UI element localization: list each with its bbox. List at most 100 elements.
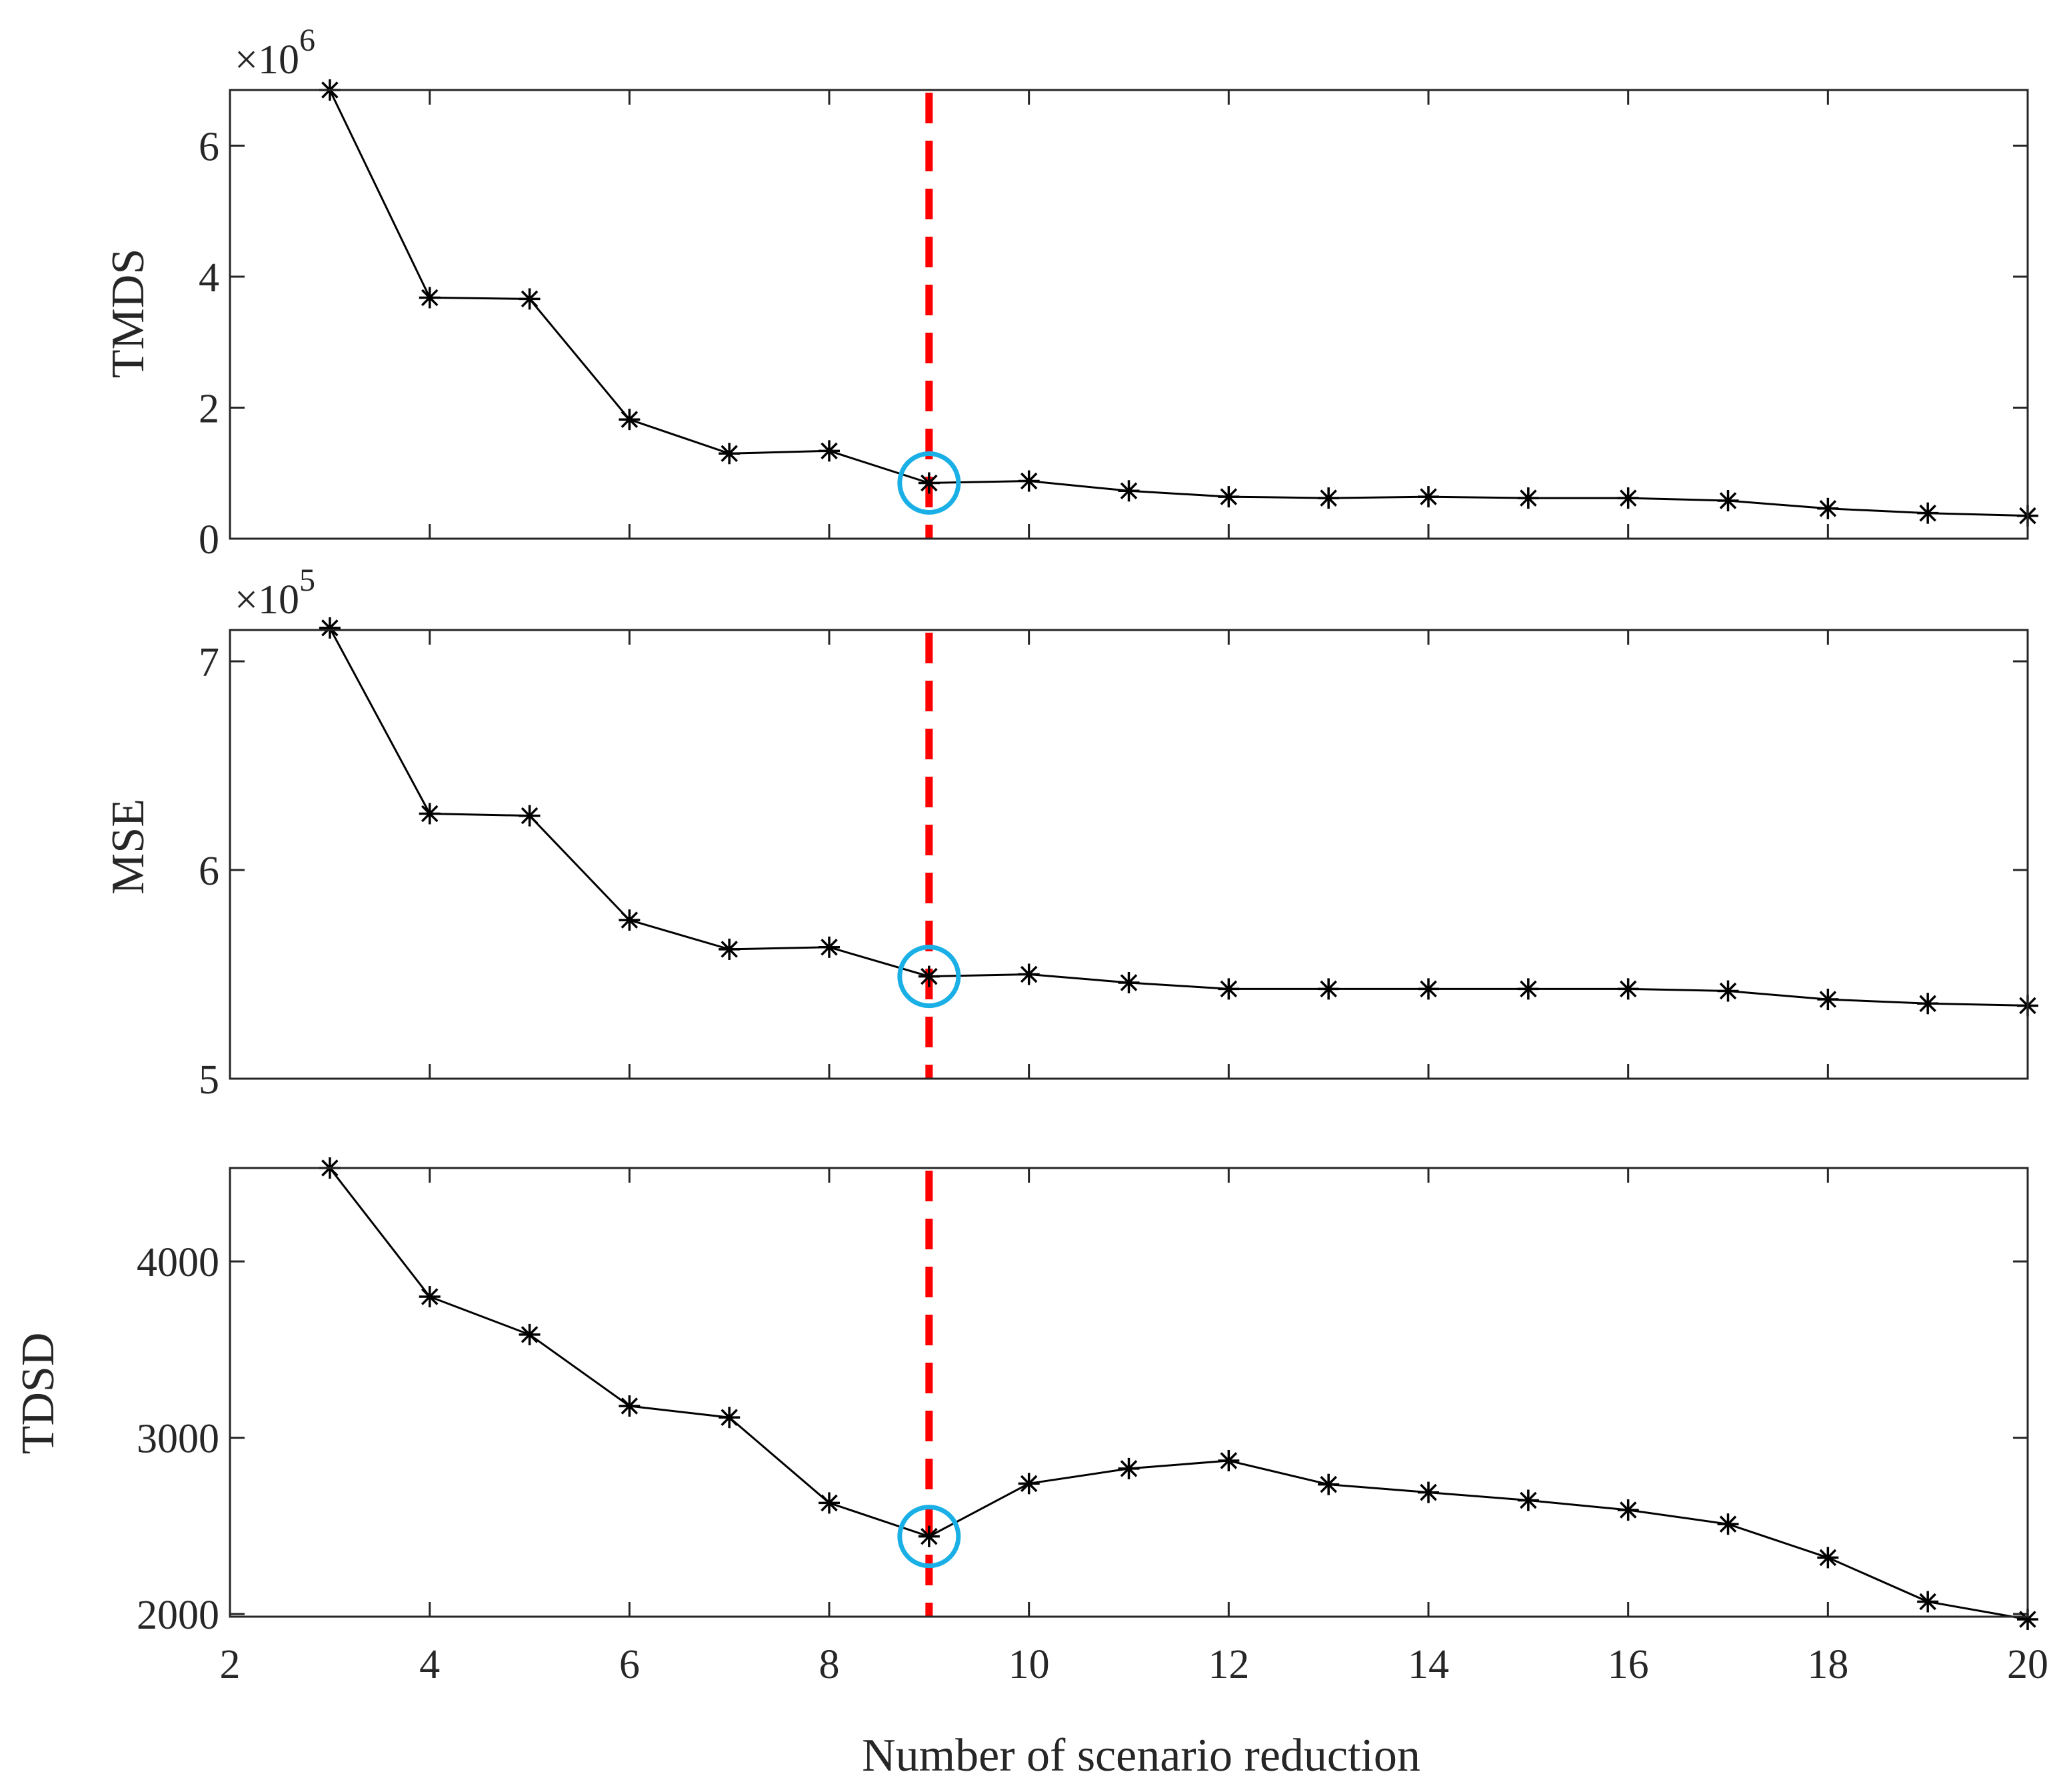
mse-data-point (1617, 978, 1639, 1000)
tdsd-data-point (719, 1407, 741, 1429)
tdsd-data-point (1418, 1481, 1439, 1503)
tmds-data-point (1018, 470, 1040, 492)
mse-exponent-power: 5 (299, 563, 315, 598)
mse-data-point (1517, 978, 1539, 1000)
tdsd-ytick-labels: 2000 3000 4000 (137, 1240, 219, 1638)
x-tick-label: 2 (220, 1642, 241, 1687)
tmds-exponent-base: ×10 (235, 37, 299, 83)
tmds-data-point (519, 288, 541, 310)
tmds-data-point (1418, 486, 1439, 508)
tdsd-series-layer (319, 1157, 2038, 1630)
x-tick-label: 10 (1009, 1642, 1050, 1687)
tdsd-xtick-labels: 2 4 6 8 10 12 14 16 18 20 (220, 1642, 2049, 1687)
tmds-data-point (719, 443, 741, 465)
tdsd-axes-frame (229, 1167, 2029, 1618)
mse-exponent-base: ×10 (235, 577, 299, 623)
mse-ytick-label: 7 (199, 640, 219, 685)
mse-ytick-label: 5 (199, 1057, 219, 1103)
tdsd-panel: TDSD 2000 3000 4000 2 4 6 8 10 12 14 16 … (13, 1157, 2048, 1781)
mse-highlight-circle (897, 945, 961, 1009)
mse-data-point (1418, 978, 1439, 1000)
mse-data-point (519, 805, 541, 827)
tdsd-data-point (2017, 1608, 2038, 1630)
tmds-data-point (1517, 487, 1539, 509)
mse-data-point (819, 936, 840, 958)
tmds-ytick-labels: 0 2 4 6 (199, 125, 219, 563)
x-tick-label: 8 (819, 1642, 840, 1687)
mse-data-point (1917, 993, 1939, 1015)
x-tick-label: 12 (1208, 1642, 1249, 1687)
tdsd-ytick-label: 4000 (137, 1240, 219, 1285)
mse-panel: MSE ×105 5 6 7 (103, 563, 2038, 1103)
tmds-series-line (329, 89, 2028, 517)
tmds-data-point (1617, 487, 1639, 509)
mse-data-point (918, 965, 940, 987)
tmds-ylabel: TMDS (103, 249, 154, 378)
mse-ylabel: MSE (103, 799, 154, 895)
tdsd-series-line (329, 1167, 2028, 1621)
tdsd-ytick-label: 3000 (137, 1417, 219, 1462)
mse-data-point (719, 938, 741, 960)
tdsd-data-point (1917, 1591, 1939, 1613)
x-tick-label: 14 (1408, 1642, 1449, 1687)
mse-data-point (319, 617, 341, 639)
tmds-data-point (1218, 486, 1240, 508)
x-tick-label: 6 (619, 1642, 640, 1687)
mse-data-point (1218, 978, 1240, 1000)
x-tick-label: 20 (2007, 1642, 2048, 1687)
tdsd-ticks (229, 1168, 2029, 1617)
tmds-data-point (1917, 502, 1939, 524)
x-tick-label: 4 (419, 1642, 440, 1687)
mse-data-point (1817, 989, 1839, 1011)
tdsd-data-point (1318, 1473, 1340, 1495)
mse-data-point (1018, 963, 1040, 985)
tmds-ytick-label: 0 (199, 517, 219, 563)
tmds-ytick-label: 4 (199, 255, 219, 301)
tdsd-data-point (1817, 1547, 1839, 1569)
tmds-data-point (1817, 497, 1839, 519)
tdsd-ylabel: TDSD (13, 1333, 64, 1455)
tdsd-data-point (1118, 1457, 1140, 1479)
x-axis-label: Number of scenario reduction (862, 1730, 1420, 1781)
tmds-data-point (819, 440, 840, 462)
tdsd-data-point (1517, 1489, 1539, 1511)
tdsd-data-point (918, 1525, 940, 1547)
tdsd-data-point (1218, 1449, 1240, 1471)
mse-exponent: ×105 (235, 563, 315, 623)
mse-data-point (1318, 978, 1340, 1000)
tdsd-data-point (519, 1323, 541, 1345)
tmds-panel: TMDS ×106 0 2 4 6 (103, 23, 2038, 563)
tdsd-ytick-label: 2000 (137, 1593, 219, 1638)
mse-data-point (619, 909, 641, 931)
x-tick-label: 16 (1608, 1642, 1649, 1687)
tmds-exponent: ×106 (235, 23, 315, 83)
tmds-data-point (1717, 490, 1739, 512)
mse-ytick-label: 6 (199, 849, 219, 894)
tmds-exponent-power: 6 (299, 23, 315, 58)
mse-data-point (1717, 980, 1739, 1002)
mse-series-layer (319, 617, 2038, 1017)
tdsd-data-point (1617, 1499, 1639, 1521)
tmds-ytick-label: 2 (199, 387, 219, 432)
tmds-ytick-label: 6 (199, 125, 219, 170)
tdsd-data-point (1717, 1513, 1739, 1535)
tdsd-data-point (619, 1395, 641, 1417)
tmds-axes-frame (229, 89, 2029, 540)
x-tick-label: 18 (1807, 1642, 1848, 1687)
mse-series-line (329, 627, 2028, 1007)
tdsd-data-point (1018, 1473, 1040, 1495)
tdsd-highlight-circle (897, 1505, 961, 1569)
tmds-data-point (619, 409, 641, 431)
tmds-data-point (918, 472, 940, 494)
tdsd-data-point (419, 1286, 441, 1308)
mse-data-point (419, 803, 441, 825)
tmds-highlight-circle (897, 451, 961, 515)
tdsd-data-point (819, 1492, 840, 1514)
mse-data-point (1118, 972, 1140, 994)
tmds-data-point (419, 287, 441, 309)
mse-ytick-labels: 5 6 7 (199, 640, 219, 1103)
mse-axes-frame (229, 629, 2029, 1080)
tmds-data-point (1318, 487, 1340, 509)
